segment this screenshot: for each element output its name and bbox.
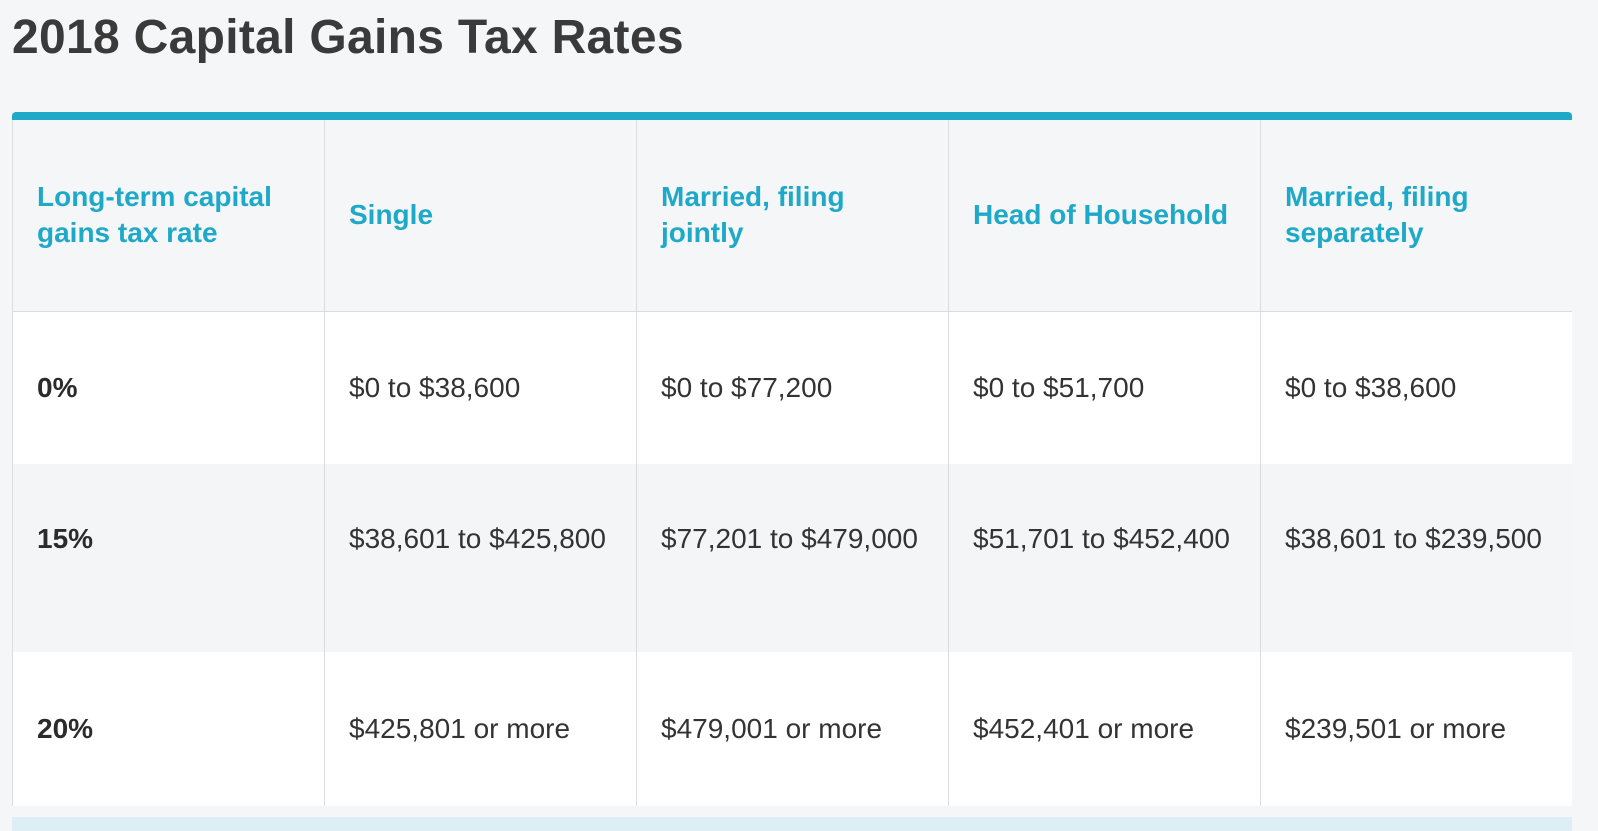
tax-rates-table-container: Long-term capital gains tax rate Single … [12,112,1572,831]
married-jointly-cell: $77,201 to $479,000 [636,464,949,652]
table-bottom-band [12,817,1572,831]
head-of-household-cell: $51,701 to $452,400 [948,464,1261,652]
married-jointly-cell: $0 to $77,200 [636,311,949,464]
rate-cell: 15% [12,464,325,652]
header-single: Single [324,120,637,312]
table-header-row: Long-term capital gains tax rate Single … [12,120,1572,312]
single-cell: $0 to $38,600 [324,311,637,464]
rate-cell: 0% [12,311,325,464]
married-jointly-cell: $479,001 or more [636,652,949,806]
header-married-jointly: Married, filing jointly [636,120,949,312]
table-row: 20% $425,801 or more $479,001 or more $4… [12,652,1572,806]
single-cell: $425,801 or more [324,652,637,806]
header-head-of-household: Head of Household [948,120,1261,312]
married-separately-cell: $239,501 or more [1260,652,1572,806]
table-row: 0% $0 to $38,600 $0 to $77,200 $0 to $51… [12,311,1572,464]
header-tax-rate: Long-term capital gains tax rate [12,120,325,312]
head-of-household-cell: $0 to $51,700 [948,311,1261,464]
rate-cell: 20% [12,652,325,806]
single-cell: $38,601 to $425,800 [324,464,637,652]
page-title: 2018 Capital Gains Tax Rates [12,11,684,64]
married-separately-cell: $38,601 to $239,500 [1260,464,1572,652]
table-row: 15% $38,601 to $425,800 $77,201 to $479,… [12,464,1572,652]
header-married-separately: Married, filing separately [1260,120,1572,312]
head-of-household-cell: $452,401 or more [948,652,1261,806]
tax-rates-table: Long-term capital gains tax rate Single … [12,120,1572,806]
married-separately-cell: $0 to $38,600 [1260,311,1572,464]
